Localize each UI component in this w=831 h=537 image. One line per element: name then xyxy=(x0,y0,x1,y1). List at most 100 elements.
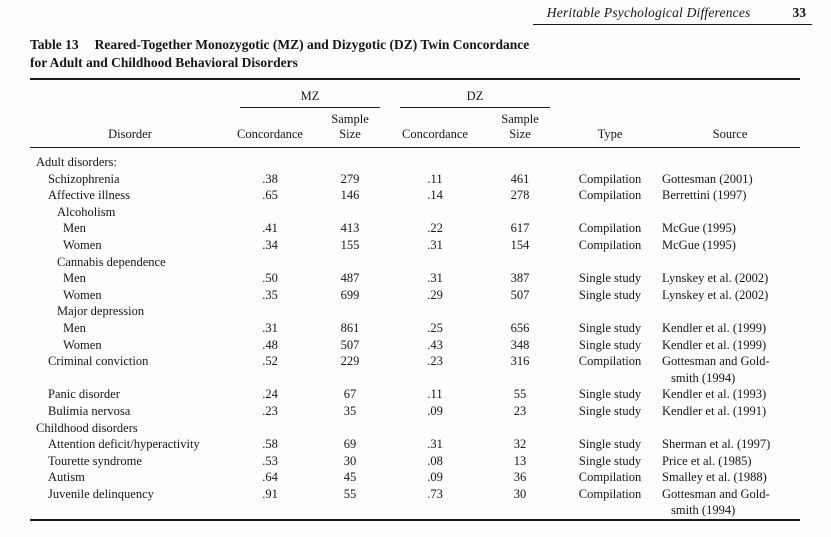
col-header-source: Source xyxy=(660,108,801,148)
source-cell: McGue (1995) xyxy=(660,220,800,237)
dz-sample-size-cell: 617 xyxy=(510,221,530,236)
table-row: Criminal conviction .52 229 .23 316 Compilati… xyxy=(30,353,800,386)
col-header-dz-sample-size: Sample Size xyxy=(480,108,561,148)
disorder-cell: Alcoholism xyxy=(57,204,116,219)
type-cell: Single study xyxy=(578,271,642,286)
mz-concordance-cell: .52 xyxy=(262,354,278,369)
mz-sample-size-cell: 507 xyxy=(340,337,360,352)
dz-sample-size-cell: 55 xyxy=(513,387,527,402)
type-cell: Single study xyxy=(578,387,642,402)
page-number: 33 xyxy=(792,5,807,20)
dz-concordance-cell: .09 xyxy=(427,403,443,418)
disorder-cell: Attention deficit/hyperactivity xyxy=(48,437,200,452)
source-line: Kendler et al. (1993) xyxy=(662,387,767,402)
type-cell: Single study xyxy=(578,453,642,468)
size-label: Size xyxy=(509,126,531,141)
dz-concordance-cell: .08 xyxy=(427,453,443,468)
table-row: Affective illness .65 146 .14 278 Compilation… xyxy=(30,187,800,204)
source-cell: Sherman et al. (1997) xyxy=(660,436,800,453)
table-row: Bulimia nervosa .23 35 .09 23 Single study Ken… xyxy=(30,403,800,420)
source-line: McGue (1995) xyxy=(662,221,736,236)
sample-label: Sample xyxy=(501,112,539,126)
dz-sample-size-cell xyxy=(480,148,560,171)
source-cell: Lynskey et al. (2002) xyxy=(660,287,800,304)
dz-sample-size-cell xyxy=(480,303,560,320)
spanner-spacer xyxy=(30,79,230,108)
source-cell xyxy=(660,254,800,271)
mz-sample-size-cell xyxy=(310,303,390,320)
dz-concordance-cell: .14 xyxy=(427,188,443,203)
dz-sample-size-cell: 154 xyxy=(510,237,530,252)
disorder-cell: Juvenile delinquency xyxy=(48,486,154,501)
source-line: Kendler et al. (1999) xyxy=(662,337,767,352)
type-cell: Single study xyxy=(578,437,642,452)
section-header-row: Major depression xyxy=(30,303,800,320)
dz-sample-size-cell xyxy=(480,420,560,437)
dz-sample-size-cell: 387 xyxy=(510,271,530,286)
mz-sample-size-cell: 487 xyxy=(340,271,360,286)
table-body: Adult disorders: Schizophrenia .38 279 .11 46… xyxy=(30,148,800,521)
mz-group-header-cell: MZ xyxy=(230,79,390,108)
source-cell: Smalley et al. (1988) xyxy=(660,469,800,486)
col-header-dz-concordance: Concordance xyxy=(390,108,480,148)
col-header-mz-sample-size: Sample Size xyxy=(310,108,390,148)
mz-sample-size-cell: 67 xyxy=(343,387,357,402)
section-header-row: Alcoholism xyxy=(30,204,800,221)
mz-concordance-cell xyxy=(230,303,310,320)
mz-sample-size-cell: 30 xyxy=(343,453,357,468)
source-cell: Kendler et al. (1999) xyxy=(660,337,800,354)
mz-concordance-cell xyxy=(230,420,310,437)
dz-concordance-cell: .09 xyxy=(427,470,443,485)
table-title-line2: for Adult and Childhood Behavioral Disor… xyxy=(30,54,298,70)
disorder-cell: Major depression xyxy=(57,304,145,319)
mz-concordance-cell: .65 xyxy=(262,188,278,203)
source-cell: Gottesman (2001) xyxy=(660,171,800,188)
mz-concordance-cell: .31 xyxy=(262,320,278,335)
dz-sample-size-cell xyxy=(480,254,560,271)
dz-group-header-cell: DZ xyxy=(390,79,560,108)
running-head-rule: Heritable Psychological Differences 33 xyxy=(532,5,812,25)
source-line: Sherman et al. (1997) xyxy=(662,437,771,452)
source-cell xyxy=(660,148,800,171)
type-cell: Compilation xyxy=(578,470,642,485)
source-cell: Berrettini (1997) xyxy=(660,187,800,204)
source-cell xyxy=(660,204,800,221)
mz-sample-size-cell: 861 xyxy=(340,320,360,335)
dz-concordance-cell xyxy=(390,148,480,171)
disorder-cell: Adult disorders: xyxy=(36,155,117,169)
source-cell: Price et al. (1985) xyxy=(660,453,800,470)
source-line: Gottesman and Gold- xyxy=(662,486,770,501)
source-cell: Kendler et al. (1991) xyxy=(660,403,800,420)
dz-concordance-cell: .25 xyxy=(427,320,443,335)
size-label: Size xyxy=(339,126,361,141)
mz-sample-size-cell xyxy=(310,254,390,271)
source-cell: Gottesman and Gold-smith (1994) xyxy=(660,353,800,386)
table-row: Attention deficit/hyperactivity .58 69 .31 3… xyxy=(30,436,800,453)
disorder-cell: Autism xyxy=(48,470,85,485)
column-header-row: Disorder Concordance Sample Size Concord… xyxy=(30,108,801,148)
table-row: Tourette syndrome .53 30 .08 13 Single study P… xyxy=(30,453,800,470)
disorder-cell: Affective illness xyxy=(48,188,131,203)
dz-sample-size-cell xyxy=(480,204,560,221)
table-title-line1: Table 13 Reared-Together Monozygotic (MZ)… xyxy=(30,36,800,54)
mz-sample-size-cell: 279 xyxy=(340,171,360,186)
mz-group-header: MZ xyxy=(240,89,380,108)
dz-concordance-cell xyxy=(390,204,480,221)
spanner-spacer xyxy=(660,79,800,108)
dz-concordance-cell xyxy=(390,303,480,320)
table-row: Men .41 413 .22 617 Compilation McGue (1995) xyxy=(30,220,800,237)
mz-sample-size-cell: 35 xyxy=(343,403,357,418)
disorder-cell: Men xyxy=(63,271,86,286)
mz-concordance-cell: .50 xyxy=(262,271,278,286)
source-line: Price et al. (1985) xyxy=(662,453,752,468)
table-row: Men .50 487 .31 387 Single study Lynskey et al… xyxy=(30,270,800,287)
type-cell xyxy=(560,254,660,271)
dz-sample-size-cell: 656 xyxy=(510,320,530,335)
col-header-type: Type xyxy=(560,108,661,148)
disorder-cell: Women xyxy=(63,337,102,352)
mz-sample-size-cell: 55 xyxy=(343,486,357,501)
type-cell xyxy=(560,148,660,171)
type-cell: Compilation xyxy=(578,354,642,369)
mz-concordance-cell: .23 xyxy=(262,403,278,418)
